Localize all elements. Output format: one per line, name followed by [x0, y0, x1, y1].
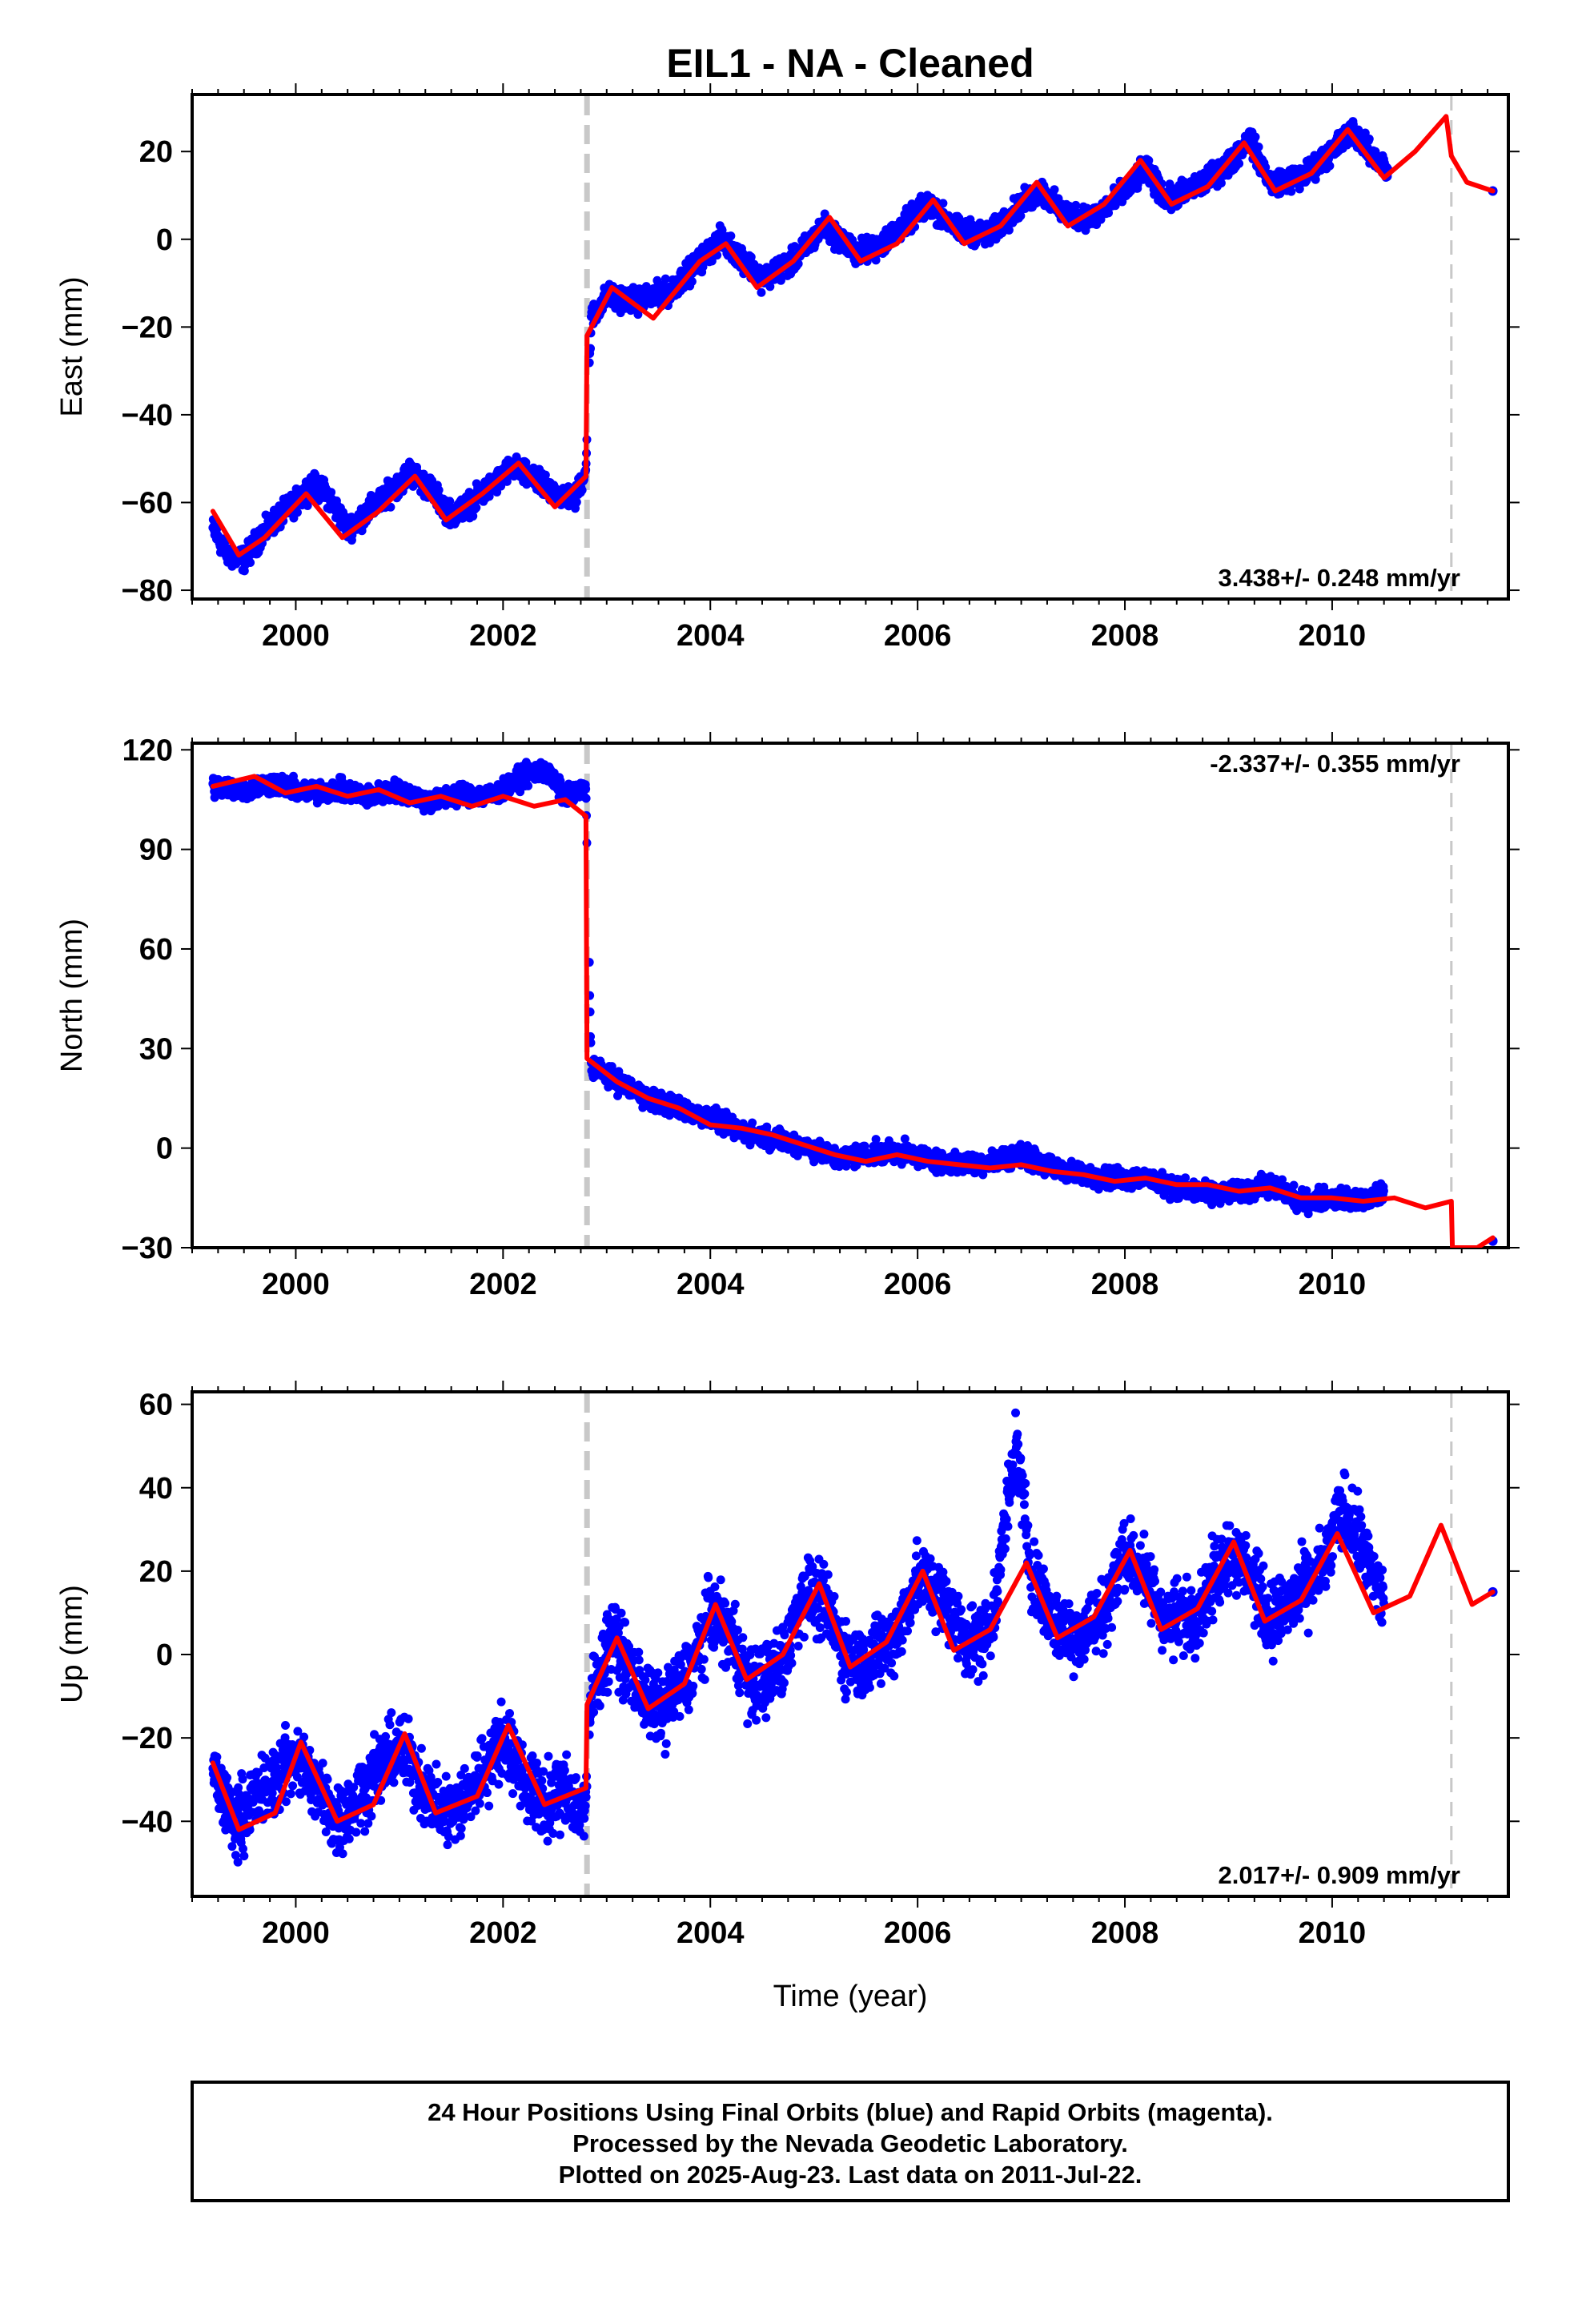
y-tick-label: 90 — [139, 834, 173, 867]
data-point — [938, 199, 948, 208]
data-point — [776, 275, 785, 285]
y-tick-label: 0 — [156, 223, 173, 257]
y-tick-label: 30 — [139, 1032, 173, 1066]
data-point — [419, 469, 428, 479]
x-tick-label: 2004 — [677, 1268, 745, 1301]
data-point — [1254, 142, 1263, 151]
y-axis-label: North (mm) — [55, 919, 89, 1072]
data-point — [1295, 184, 1304, 194]
y-tick-label: −80 — [122, 574, 173, 608]
data-point — [1050, 185, 1059, 195]
y-tick-label: −40 — [122, 399, 173, 432]
model-line — [210, 114, 1496, 558]
data-point — [472, 503, 481, 513]
data-point — [1216, 179, 1226, 188]
data-point — [540, 470, 550, 480]
data-point — [717, 226, 727, 235]
y-tick-label: 0 — [156, 1132, 173, 1166]
data-point — [434, 485, 444, 495]
x-tick-label: 2010 — [1299, 1268, 1367, 1301]
figure-title: EIL1 - NA - Cleaned — [666, 41, 1034, 86]
y-tick-label: 20 — [139, 135, 173, 169]
x-tick-label: 2008 — [1091, 1268, 1159, 1301]
data-point — [1325, 161, 1335, 171]
data-point — [1144, 155, 1154, 165]
data-point — [581, 794, 591, 803]
data-point — [1004, 225, 1014, 235]
x-tick-label: 2008 — [1091, 619, 1159, 653]
data-point — [292, 508, 302, 517]
y-tick-label: −20 — [122, 311, 173, 344]
y-tick-label: 60 — [139, 933, 173, 967]
data-point — [327, 488, 336, 497]
east-panel: 2000 2002 2004 2006 2008 2010 −80 −60 −40 −20 0 20 E… — [55, 83, 1520, 653]
x-tick-label: 2010 — [1299, 619, 1367, 653]
x-tick-label: 2002 — [469, 1268, 537, 1301]
data-point — [765, 282, 775, 292]
data-point — [746, 252, 756, 262]
data-point — [1235, 159, 1244, 168]
data-point — [687, 276, 697, 286]
data-point — [524, 781, 533, 790]
data-point — [1364, 134, 1374, 143]
x-tick-label: 2004 — [677, 619, 745, 653]
data-point — [246, 558, 255, 568]
data-point — [572, 497, 581, 507]
data-point — [757, 287, 766, 297]
velocity-label: 3.438+/- 0.248 mm/yr — [1219, 564, 1460, 592]
data-point — [468, 512, 478, 521]
north-panel: 2000 2002 2004 2006 2008 2010 −30 0 30 60 90 120 Nor… — [55, 732, 1520, 1301]
data-point — [633, 310, 643, 320]
data-point — [661, 274, 670, 283]
data-point — [1071, 200, 1081, 210]
data-point — [521, 458, 531, 468]
data-point — [1287, 187, 1296, 196]
x-tick-label: 2006 — [884, 619, 952, 653]
data-point — [820, 209, 829, 219]
y-tick-label: −30 — [122, 1232, 173, 1265]
data-point — [748, 1118, 757, 1128]
x-tick-label: 2000 — [262, 619, 330, 653]
y-tick-label: 120 — [122, 734, 173, 767]
data-layer — [208, 114, 1498, 576]
y-tick-label: −60 — [122, 486, 173, 520]
data-point — [726, 231, 736, 241]
plot-frame — [191, 742, 1510, 1249]
x-tick-label: 2000 — [262, 1268, 330, 1301]
data-layer — [208, 758, 1498, 1248]
x-tick-label: 2006 — [884, 1268, 952, 1301]
y-axis-label: East (mm) — [55, 276, 89, 416]
x-tick-label: 2002 — [469, 619, 537, 653]
data-point — [793, 259, 803, 268]
data-point — [577, 485, 587, 495]
data-point — [581, 784, 591, 794]
data-point — [1251, 132, 1260, 142]
